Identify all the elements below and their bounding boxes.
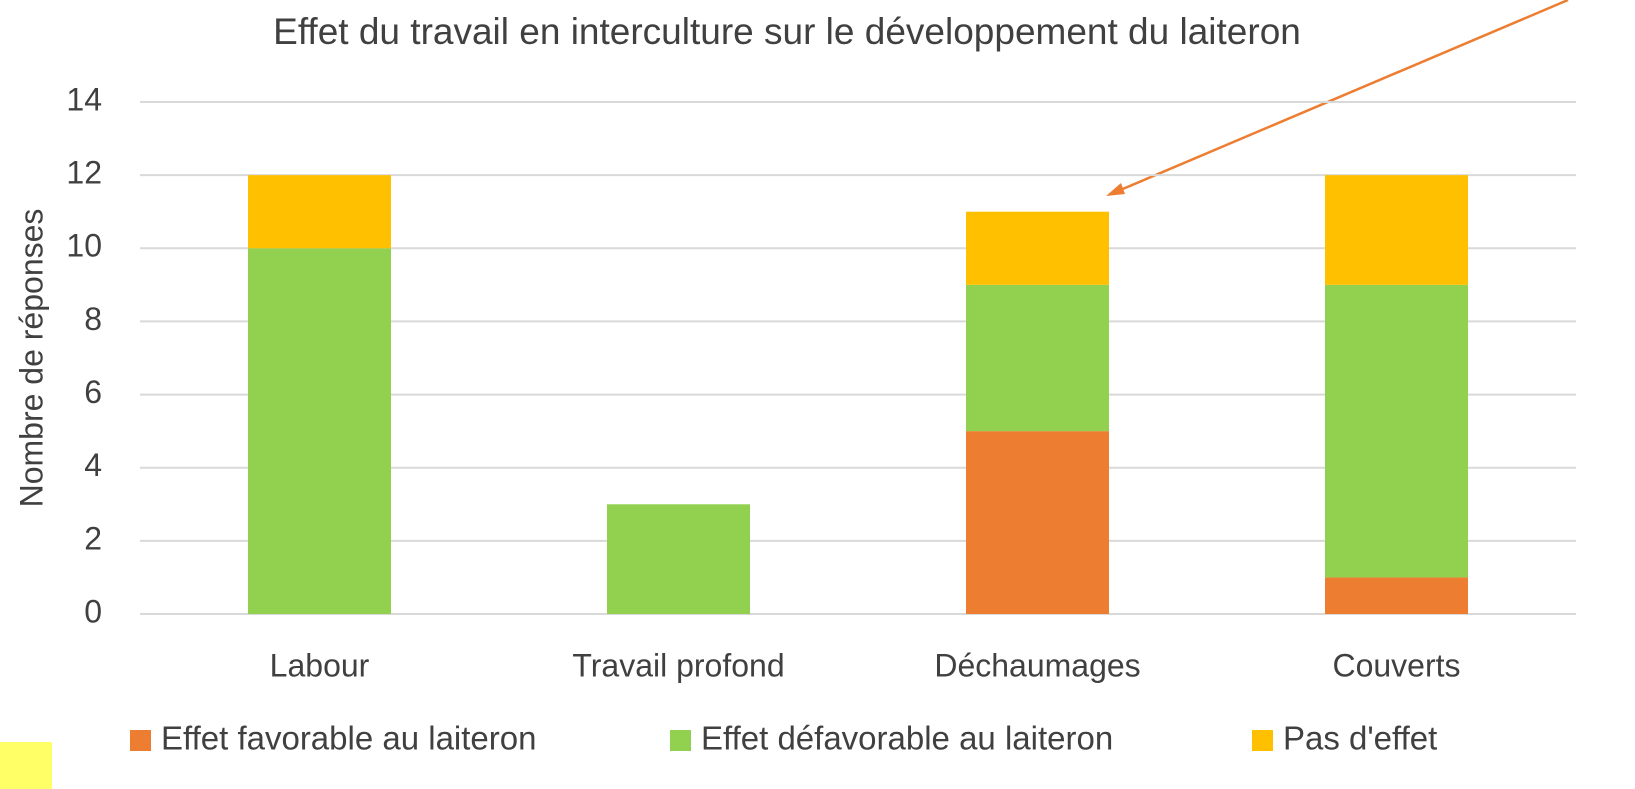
legend-label: Pas d'effet: [1283, 720, 1437, 757]
y-tick-label: 6: [84, 374, 102, 410]
bar-segment: [966, 211, 1109, 285]
y-tick-label: 10: [66, 228, 102, 264]
x-tick-label: Travail profond: [572, 647, 784, 683]
y-tick-label: 14: [66, 81, 102, 117]
bar-segment: [248, 248, 391, 615]
y-axis-label: Nombre de réponses: [13, 209, 49, 508]
chart-title: Effet du travail en interculture sur le …: [273, 11, 1301, 52]
bar-segment: [1325, 284, 1468, 578]
x-tick-label: Déchaumages: [934, 647, 1140, 683]
x-tick-label: Couverts: [1332, 647, 1460, 683]
legend-swatch: [1252, 730, 1273, 751]
legend-label: Effet favorable au laiteron: [161, 720, 536, 757]
y-tick-label: 12: [66, 155, 102, 191]
bar-segment: [1325, 175, 1468, 285]
legend-swatch: [130, 730, 151, 751]
decoration: [0, 742, 52, 789]
legend-label: Effet défavorable au laiteron: [701, 720, 1113, 757]
bar-segment: [1325, 577, 1468, 614]
y-tick-label: 2: [84, 520, 102, 556]
bar-segment: [966, 431, 1109, 614]
bar-segment: [607, 504, 750, 614]
x-tick-label: Labour: [270, 647, 370, 683]
bar-segment: [248, 175, 391, 249]
y-tick-label: 8: [84, 301, 102, 337]
bar-segment: [966, 284, 1109, 432]
annotation-arrow: [1106, 0, 1569, 196]
legend-swatch: [670, 730, 691, 751]
y-tick-label: 0: [84, 593, 102, 629]
y-tick-label: 4: [84, 447, 102, 483]
